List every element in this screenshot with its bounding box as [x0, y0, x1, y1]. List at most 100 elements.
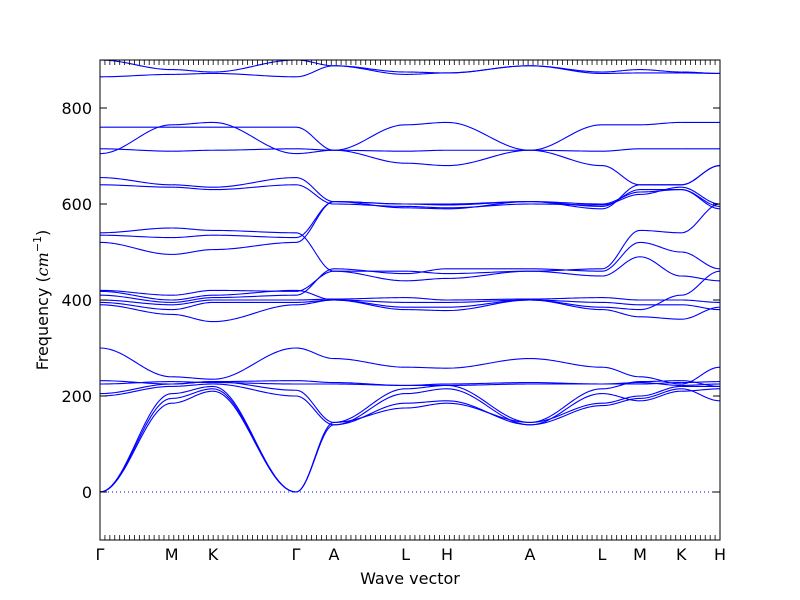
band-line	[681, 388, 721, 402]
band-line	[333, 297, 406, 300]
band-line	[333, 149, 406, 152]
y-axis-label: Frequency (cm−1)	[31, 230, 52, 371]
band-line	[213, 177, 296, 188]
band-line	[213, 234, 296, 239]
band-line	[640, 380, 682, 383]
band-line	[447, 203, 530, 209]
band-line	[405, 297, 448, 301]
band-line	[529, 149, 603, 152]
band-line	[171, 313, 214, 323]
band-line	[601, 393, 641, 402]
x-tick-label: L	[598, 545, 607, 564]
band-line	[295, 126, 335, 151]
band-line	[601, 395, 641, 404]
band-line	[171, 234, 214, 239]
band-line	[99, 227, 172, 234]
band-line	[681, 299, 721, 303]
band-line	[295, 65, 335, 78]
band-line	[171, 299, 214, 306]
y-axis-label-unit: cm	[33, 252, 52, 276]
band-line	[681, 203, 721, 234]
band-line	[171, 121, 214, 126]
band-line	[601, 241, 641, 272]
band-line	[447, 358, 530, 369]
band-line	[171, 69, 214, 73]
band-line	[681, 380, 721, 387]
band-line	[213, 347, 297, 380]
band-line	[171, 72, 214, 75]
x-tick-label: K	[676, 545, 687, 564]
y-tick-label: 800	[61, 99, 92, 118]
band-line	[295, 395, 335, 426]
band-line	[681, 186, 721, 205]
band-line	[447, 65, 530, 74]
band-line	[171, 227, 214, 231]
band-line	[99, 148, 172, 152]
band-line	[99, 304, 172, 315]
band-line	[295, 270, 335, 292]
band-line	[405, 388, 448, 395]
band-line	[405, 366, 448, 369]
band-line	[640, 390, 682, 402]
band-line	[681, 304, 721, 311]
band-line	[213, 382, 296, 385]
band-line	[529, 65, 603, 74]
band-line	[529, 402, 603, 423]
band-line	[447, 299, 530, 312]
band-line	[99, 59, 172, 71]
band-line	[213, 121, 297, 155]
band-line	[213, 289, 296, 296]
band-line	[171, 294, 214, 301]
plot-background	[100, 60, 720, 540]
band-line	[405, 205, 448, 209]
band-line	[405, 72, 448, 75]
band-line	[99, 241, 172, 255]
band-line	[333, 402, 406, 426]
band-line	[405, 270, 448, 275]
band-line	[405, 121, 448, 126]
band-line	[171, 301, 214, 311]
band-line	[640, 376, 682, 385]
band-line	[333, 124, 406, 151]
band-line	[171, 376, 214, 380]
band-line	[213, 229, 296, 234]
band-line	[602, 69, 641, 73]
x-tick-label: H	[714, 545, 726, 564]
band-line	[99, 301, 172, 311]
y-axis-label-exponent: −1	[31, 236, 44, 252]
band-line	[99, 177, 172, 186]
band-line	[681, 383, 721, 386]
y-axis-label-main: Frequency (	[33, 276, 52, 370]
band-line	[529, 201, 603, 205]
band-line	[213, 294, 296, 299]
x-tick-label: H	[441, 545, 453, 564]
band-line	[601, 309, 641, 318]
band-line	[171, 383, 214, 387]
band-line	[639, 256, 682, 277]
x-tick-label: M	[165, 545, 179, 564]
bands-layer	[99, 59, 721, 493]
band-line	[213, 184, 296, 191]
band-line	[681, 275, 721, 282]
band-line	[529, 203, 603, 206]
y-tick-label: 0	[82, 483, 92, 502]
band-line	[295, 289, 335, 301]
band-line	[171, 390, 214, 404]
y-tick-label: 600	[61, 195, 92, 214]
band-line	[601, 256, 641, 277]
band-line	[529, 393, 603, 426]
band-line	[333, 65, 406, 75]
x-tick-label: Γ	[292, 545, 301, 564]
band-line	[213, 72, 296, 78]
band-line	[99, 290, 172, 301]
band-line	[640, 382, 682, 385]
band-line	[446, 121, 530, 151]
y-tick-label: 400	[61, 291, 92, 310]
band-line	[447, 382, 530, 385]
band-line	[213, 380, 296, 383]
band-line	[601, 381, 641, 390]
band-line	[213, 383, 296, 397]
band-line	[681, 366, 721, 385]
band-line	[99, 385, 172, 397]
y-ticks-layer: 0 200 400 600 800	[61, 99, 720, 502]
